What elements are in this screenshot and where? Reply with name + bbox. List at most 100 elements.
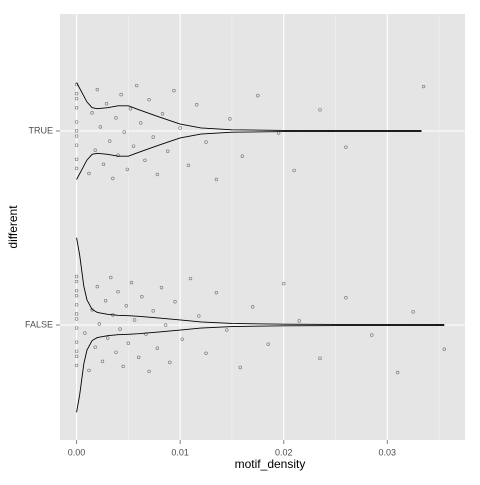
x-tick-label: 0.02 bbox=[275, 447, 293, 457]
point bbox=[318, 108, 322, 112]
point bbox=[250, 305, 255, 309]
point bbox=[74, 143, 79, 147]
point bbox=[125, 167, 130, 172]
point bbox=[188, 276, 193, 281]
point bbox=[97, 322, 102, 326]
point bbox=[108, 139, 112, 143]
point bbox=[104, 102, 109, 106]
point bbox=[74, 317, 79, 321]
point bbox=[93, 148, 97, 152]
point bbox=[100, 359, 105, 364]
point bbox=[442, 347, 446, 351]
point bbox=[411, 310, 415, 314]
point bbox=[228, 117, 232, 121]
point bbox=[180, 337, 184, 341]
point bbox=[204, 351, 208, 355]
point bbox=[143, 158, 147, 163]
point bbox=[74, 349, 79, 353]
point bbox=[160, 112, 165, 116]
y-tick-label: TRUE bbox=[29, 125, 54, 135]
point bbox=[225, 328, 229, 332]
point bbox=[173, 300, 177, 304]
point bbox=[344, 145, 348, 149]
panel bbox=[60, 14, 465, 440]
point bbox=[74, 340, 79, 344]
point bbox=[116, 289, 120, 294]
x-tick-label: 0.01 bbox=[171, 447, 189, 457]
point bbox=[95, 87, 99, 92]
point bbox=[155, 172, 160, 177]
point bbox=[168, 360, 172, 365]
point bbox=[151, 309, 155, 313]
point bbox=[292, 168, 296, 173]
violin-outline bbox=[76, 130, 422, 180]
point bbox=[159, 285, 164, 290]
point bbox=[74, 91, 79, 96]
point bbox=[121, 364, 125, 369]
point bbox=[74, 326, 79, 330]
x-tick-label: 0.03 bbox=[379, 447, 397, 457]
point bbox=[137, 355, 141, 360]
point bbox=[140, 295, 144, 299]
point bbox=[109, 275, 113, 280]
point bbox=[74, 106, 79, 110]
point bbox=[105, 336, 110, 340]
point bbox=[282, 281, 286, 286]
point bbox=[256, 93, 260, 98]
x-axis-title: motif_density bbox=[235, 457, 306, 471]
point bbox=[178, 126, 182, 130]
violin-outline bbox=[76, 82, 422, 132]
point bbox=[74, 354, 79, 359]
point bbox=[147, 97, 151, 102]
point bbox=[83, 331, 87, 335]
point bbox=[95, 284, 99, 289]
point bbox=[147, 369, 151, 374]
point bbox=[186, 163, 191, 168]
point bbox=[114, 350, 118, 354]
point bbox=[114, 116, 118, 120]
point bbox=[118, 327, 122, 331]
point bbox=[421, 84, 426, 89]
point bbox=[395, 370, 400, 375]
point bbox=[151, 135, 155, 139]
x-tick-label: 0.00 bbox=[68, 447, 86, 457]
point bbox=[238, 365, 242, 370]
point bbox=[163, 323, 168, 327]
point bbox=[103, 299, 108, 303]
point bbox=[132, 318, 137, 322]
point bbox=[240, 154, 245, 158]
point bbox=[197, 314, 201, 318]
point bbox=[214, 290, 219, 295]
point bbox=[93, 345, 97, 349]
y-axis-title: different bbox=[6, 205, 20, 249]
point bbox=[134, 83, 139, 88]
point bbox=[74, 120, 79, 124]
point bbox=[74, 293, 79, 298]
point bbox=[74, 129, 79, 133]
point bbox=[344, 296, 348, 300]
point bbox=[111, 176, 115, 181]
point bbox=[195, 103, 199, 107]
point bbox=[166, 149, 170, 153]
point bbox=[87, 368, 91, 373]
point bbox=[87, 171, 91, 176]
point bbox=[155, 346, 160, 350]
point bbox=[204, 140, 208, 144]
point bbox=[98, 125, 103, 129]
point bbox=[124, 304, 128, 308]
point bbox=[74, 279, 79, 284]
point bbox=[129, 280, 134, 285]
point bbox=[74, 134, 79, 138]
y-tick-label: FALSE bbox=[25, 319, 53, 329]
point bbox=[139, 121, 143, 125]
point bbox=[131, 144, 136, 148]
point bbox=[119, 92, 123, 97]
point bbox=[74, 157, 79, 161]
point bbox=[297, 319, 301, 323]
point bbox=[74, 312, 79, 316]
point bbox=[318, 356, 322, 361]
point bbox=[74, 288, 79, 293]
